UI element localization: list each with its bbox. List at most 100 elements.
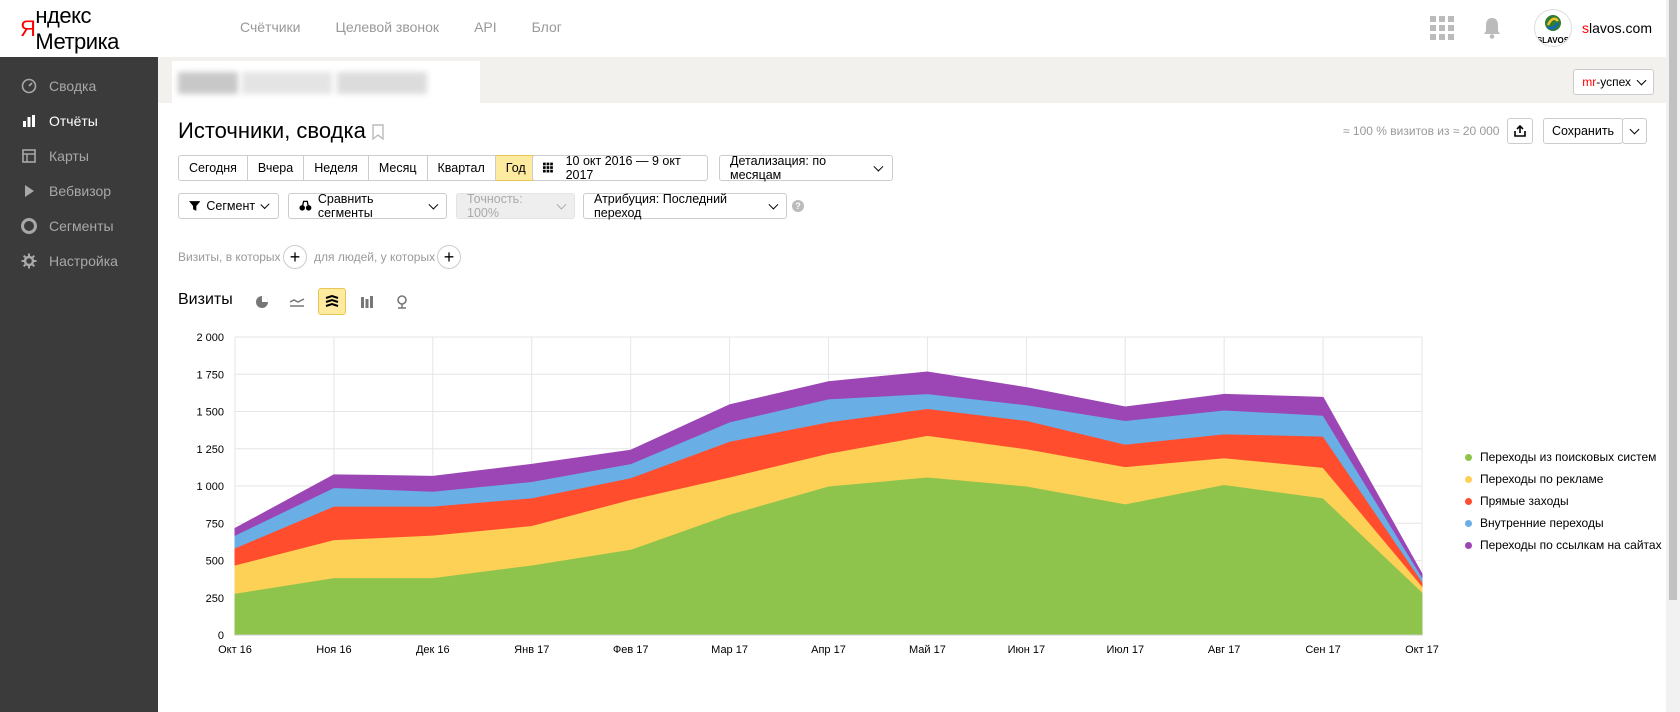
- y-tick-label: 250: [206, 593, 224, 605]
- legend-item-direct[interactable]: Прямые заходы: [1465, 490, 1662, 512]
- date-range-label: 10 окт 2016 — 9 окт 2017: [565, 154, 681, 182]
- save-options-button[interactable]: [1622, 118, 1647, 144]
- period-week[interactable]: Неделя: [304, 155, 369, 181]
- counter-tag-dropdown[interactable]: mr -успех: [1573, 69, 1654, 95]
- add-people-condition-button[interactable]: +: [437, 245, 461, 269]
- visits-note: ≈ 100 % визитов из ≈ 20 000: [1343, 124, 1500, 138]
- scrollbar-thumb[interactable]: [1669, 0, 1677, 600]
- segment-dropdown[interactable]: Сегмент: [178, 193, 279, 219]
- accuracy-label: Точность: 100%: [467, 192, 523, 220]
- bar-chart-icon: [361, 295, 373, 308]
- plus-icon: +: [289, 247, 301, 267]
- x-tick-label: Июл 17: [1106, 644, 1144, 656]
- legend-item-links[interactable]: Переходы по ссылкам на сайтах: [1465, 534, 1662, 556]
- y-tick-label: 1 000: [196, 481, 224, 493]
- sidebar-item-maps[interactable]: Карты: [0, 138, 158, 173]
- chevron-down-icon: [427, 199, 438, 209]
- sidebar-item-webvisor[interactable]: Вебвизор: [0, 173, 158, 208]
- x-tick-label: Дек 16: [416, 644, 450, 656]
- chevron-down-icon: [1629, 124, 1640, 134]
- x-tick-label: Фев 17: [613, 644, 649, 656]
- sidebar-item-segments[interactable]: Сегменты: [0, 208, 158, 243]
- period-month[interactable]: Месяц: [368, 155, 428, 181]
- sidebar: Сводка Отчёты Карты Вебвизор Сегменты На…: [0, 57, 158, 712]
- add-visit-condition-button[interactable]: +: [283, 245, 307, 269]
- sidebar-item-settings[interactable]: Настройка: [0, 243, 158, 278]
- chart-title: Визиты: [178, 291, 233, 308]
- chart-type-line[interactable]: [283, 288, 311, 315]
- x-tick-label: Сен 17: [1305, 644, 1340, 656]
- tag-prefix: mr: [1582, 75, 1597, 89]
- sidebar-item-label: Отчёты: [49, 112, 98, 129]
- username-first-letter: s: [1581, 20, 1589, 36]
- gauge-icon: [20, 77, 38, 95]
- page-scrollbar[interactable]: [1666, 0, 1680, 712]
- bar-chart-icon: [20, 112, 38, 130]
- gear-icon: [20, 252, 38, 270]
- x-tick-label: Ноя 16: [316, 644, 351, 656]
- calendar-icon: [543, 162, 553, 173]
- play-icon: [20, 182, 38, 200]
- sidebar-item-summary[interactable]: Сводка: [0, 68, 158, 103]
- detail-label: Детализация: по месяцам: [730, 154, 827, 182]
- period-yesterday[interactable]: Вчера: [247, 155, 305, 181]
- legend-label: Переходы по ссылкам на сайтах: [1480, 538, 1662, 552]
- legend-item-search[interactable]: Переходы из поисковых систем: [1465, 446, 1662, 468]
- x-tick-label: Июн 17: [1008, 644, 1046, 656]
- bell-icon[interactable]: [1480, 15, 1504, 41]
- nav-counters-link[interactable]: Счётчики: [240, 19, 301, 35]
- help-icon[interactable]: ?: [792, 200, 804, 212]
- chart-type-pie[interactable]: [248, 288, 276, 315]
- visits-condition-label: Визиты, в которых: [178, 250, 281, 264]
- visits-stacked-area-chart: 0 250 500 750 1 000 1 250 1 500 1 750 2 000 Окт 1…: [196, 332, 1439, 656]
- legend-item-internal[interactable]: Внутренние переходы: [1465, 512, 1662, 534]
- username[interactable]: slavos.com: [1582, 20, 1652, 36]
- map-pin-icon: [397, 294, 407, 309]
- page-title: Источники, сводка: [178, 118, 366, 143]
- legend-dot: [1465, 497, 1472, 505]
- sidebar-item-reports[interactable]: Отчёты: [0, 103, 158, 138]
- attribution-dropdown[interactable]: Атрибуция: Последний переход: [583, 192, 787, 220]
- nav-blog-link[interactable]: Блог: [531, 19, 562, 35]
- chart-type-selector: [248, 288, 416, 315]
- plus-icon: +: [443, 247, 455, 267]
- nav-api-link[interactable]: API: [474, 19, 497, 35]
- sidebar-item-label: Сводка: [49, 77, 97, 94]
- chart-type-stacked-area[interactable]: [318, 288, 346, 315]
- y-tick-label: 750: [206, 518, 224, 530]
- compare-segments-dropdown[interactable]: Сравнить сегменты: [288, 192, 447, 220]
- sidebar-item-label: Вебвизор: [49, 182, 112, 199]
- chevron-down-icon: [260, 199, 270, 209]
- detail-dropdown[interactable]: Детализация: по месяцам: [719, 154, 893, 182]
- chart-type-map[interactable]: [388, 288, 416, 315]
- date-range-picker[interactable]: 10 окт 2016 — 9 окт 2017: [532, 154, 708, 182]
- compare-label: Сравнить сегменты: [317, 192, 374, 220]
- segment-label: Сегмент: [206, 199, 256, 213]
- x-tick-label: Окт 17: [1405, 644, 1439, 656]
- share-icon: [1514, 124, 1526, 137]
- nav-target-call-link[interactable]: Целевой звонок: [335, 19, 440, 35]
- accuracy-dropdown[interactable]: Точность: 100%: [456, 192, 575, 220]
- area-series: [234, 371, 1423, 579]
- avatar-text: SLAVOS: [1536, 36, 1570, 45]
- y-tick-label: 1 750: [196, 369, 224, 381]
- x-tick-label: Янв 17: [514, 644, 549, 656]
- x-tick-label: Авг 17: [1208, 644, 1240, 656]
- stacked-area-icon: [325, 294, 339, 307]
- chart-legend: Переходы из поисковых систем Переходы по…: [1465, 446, 1662, 556]
- apps-grid-icon[interactable]: [1429, 16, 1454, 40]
- avatar[interactable]: SLAVOS: [1533, 9, 1572, 47]
- legend-item-ads[interactable]: Переходы по рекламе: [1465, 468, 1662, 490]
- legend-label: Прямые заходы: [1480, 494, 1569, 508]
- legend-label: Внутренние переходы: [1480, 516, 1604, 530]
- y-tick-label: 500: [206, 556, 224, 568]
- period-year[interactable]: Год: [495, 155, 537, 181]
- share-button[interactable]: [1507, 118, 1533, 144]
- bookmark-icon[interactable]: [372, 124, 384, 140]
- period-today[interactable]: Сегодня: [178, 155, 248, 181]
- chart-type-bar[interactable]: [353, 288, 381, 315]
- save-button[interactable]: Сохранить: [1543, 118, 1623, 144]
- pie-chart-icon: [256, 295, 268, 308]
- period-quarter[interactable]: Квартал: [427, 155, 496, 181]
